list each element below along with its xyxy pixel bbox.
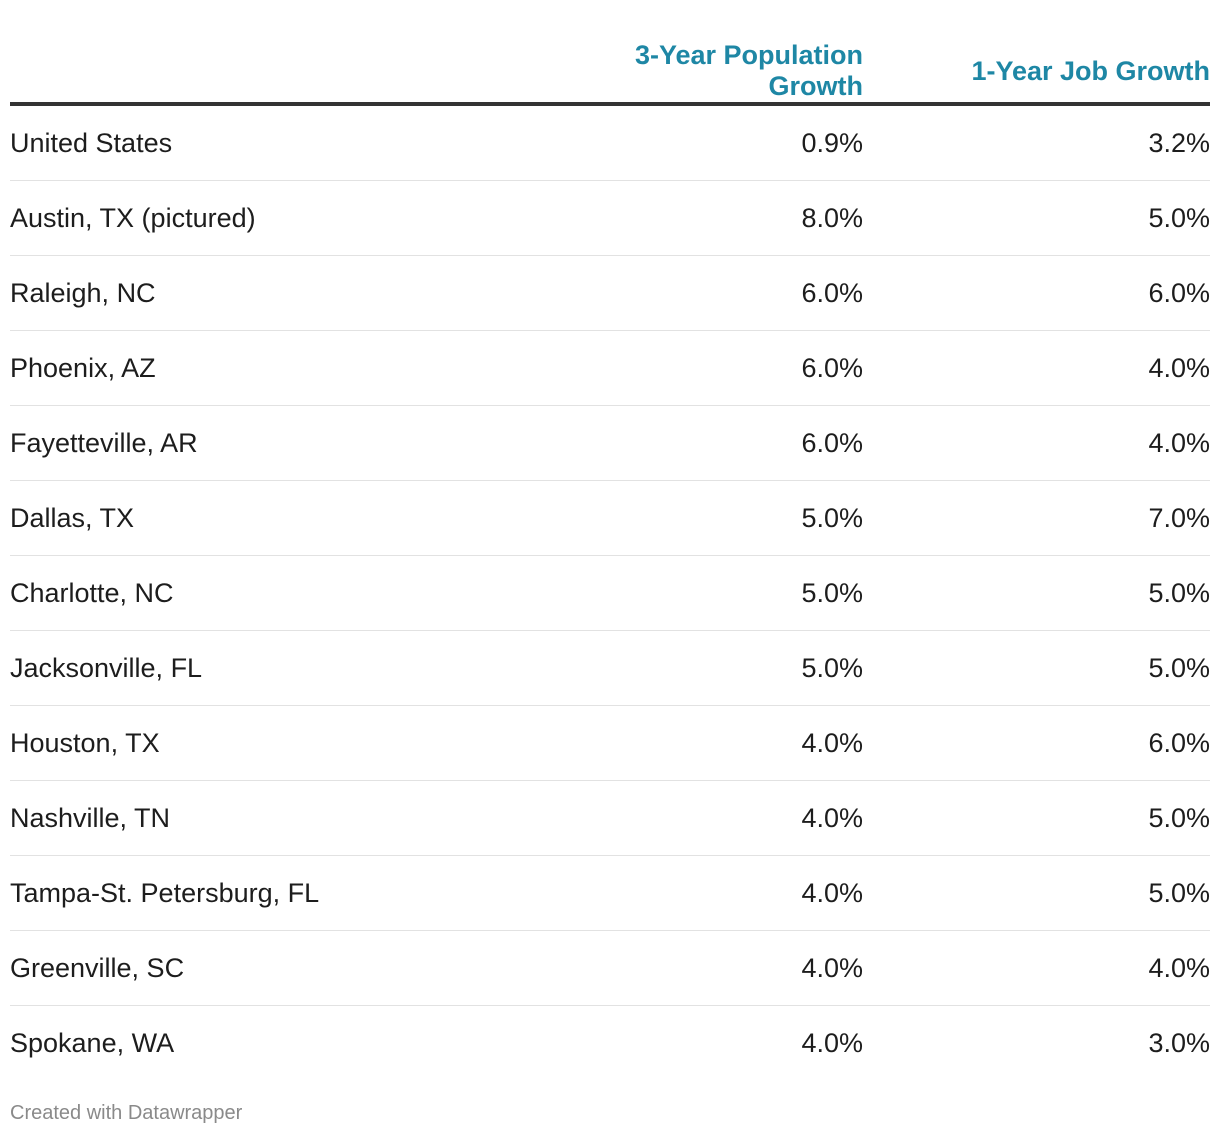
data-table: 3-Year Population Growth 1-Year Job Grow… [10, 40, 1210, 1080]
cell-location-name: Houston, TX [10, 705, 563, 781]
cell-job-growth: 5.0% [863, 555, 1210, 631]
table-row: Charlotte, NC 5.0% 5.0% [10, 555, 1210, 631]
table-row: Houston, TX 4.0% 6.0% [10, 705, 1210, 781]
cell-job-growth: 5.0% [863, 780, 1210, 856]
cell-population-growth: 6.0% [563, 255, 863, 331]
cell-location-name: Charlotte, NC [10, 555, 563, 631]
cell-location-name: Dallas, TX [10, 480, 563, 556]
cell-location-name: Tampa-St. Petersburg, FL [10, 855, 563, 931]
cell-population-growth: 4.0% [801, 1027, 863, 1058]
cell-population-growth: 5.0% [563, 555, 863, 631]
column-header-population-growth: 3-Year Population Growth [563, 40, 863, 106]
table-row: Jacksonville, FL 5.0% 5.0% [10, 630, 1210, 706]
table-row: Phoenix, AZ 6.0% 4.0% [10, 330, 1210, 406]
table-body: United States 0.9% 3.2% Austin, TX (picture… [10, 104, 1210, 1080]
cell-population-growth: 8.0% [563, 180, 863, 256]
table-row: United States 0.9% 3.2% [10, 104, 1210, 181]
cell-population-growth: 5.0% [563, 630, 863, 706]
cell-location-name: Austin, TX (pictured) [10, 180, 563, 256]
data-table-container: 3-Year Population Growth 1-Year Job Grow… [10, 40, 1210, 1080]
cell-job-growth: 4.0% [863, 930, 1210, 1006]
cell-population-growth: 6.0% [563, 330, 863, 406]
cell-job-growth: 4.0% [863, 330, 1210, 406]
header-row: 3-Year Population Growth 1-Year Job Grow… [10, 40, 1210, 106]
table-row: Tampa-St. Petersburg, FL 4.0% 5.0% [10, 855, 1210, 931]
cell-job-growth: 6.0% [863, 705, 1210, 781]
table-row: Nashville, TN 4.0% 5.0% [10, 780, 1210, 856]
cell-population-growth: 5.0% [563, 480, 863, 556]
cell-population-growth: 6.0% [563, 405, 863, 481]
table-header: 3-Year Population Growth 1-Year Job Grow… [10, 40, 1210, 106]
cell-job-growth: 5.0% [863, 855, 1210, 931]
cell-location-name: Greenville, SC [10, 930, 563, 1006]
table-row: Austin, TX (pictured) 8.0% 5.0% [10, 180, 1210, 256]
cell-job-growth: 5.0% [863, 630, 1210, 706]
table-row: Dallas, TX 5.0% 7.0% [10, 480, 1210, 556]
cell-location-name: Raleigh, NC [10, 255, 563, 331]
cell-job-growth: 6.0% [863, 255, 1210, 331]
table-row: Fayetteville, AR 6.0% 4.0% [10, 405, 1210, 481]
cell-location-name: Nashville, TN [10, 780, 563, 856]
cell-job-growth: 7.0% [863, 480, 1210, 556]
cell-population-growth: 4.0% [563, 930, 863, 1006]
cell-job-growth: 4.0% [863, 405, 1210, 481]
cell-location-name: United States [10, 104, 563, 181]
cell-location-name: Spokane, WA [10, 1027, 175, 1058]
table-row: Raleigh, NC 6.0% 6.0% [10, 255, 1210, 331]
cell-location-name: Phoenix, AZ [10, 330, 563, 406]
column-header-job-growth: 1-Year Job Growth [863, 40, 1210, 106]
cell-job-growth: 3.0% [1148, 1027, 1210, 1058]
table-row: Spokane, WA 4.0% 3.0% [10, 1006, 1210, 1081]
table-row: Greenville, SC 4.0% 4.0% [10, 930, 1210, 1006]
cell-location-name: Jacksonville, FL [10, 630, 563, 706]
footer-credit: Created with Datawrapper [10, 1102, 243, 1124]
cell-population-growth: 4.0% [563, 705, 863, 781]
cell-population-growth: 4.0% [563, 855, 863, 931]
cell-job-growth: 3.2% [863, 104, 1210, 181]
cell-job-growth: 5.0% [863, 180, 1210, 256]
column-header-name [10, 40, 563, 106]
cell-population-growth: 0.9% [563, 104, 863, 181]
cell-population-growth: 4.0% [563, 780, 863, 856]
cell-location-name: Fayetteville, AR [10, 405, 563, 481]
